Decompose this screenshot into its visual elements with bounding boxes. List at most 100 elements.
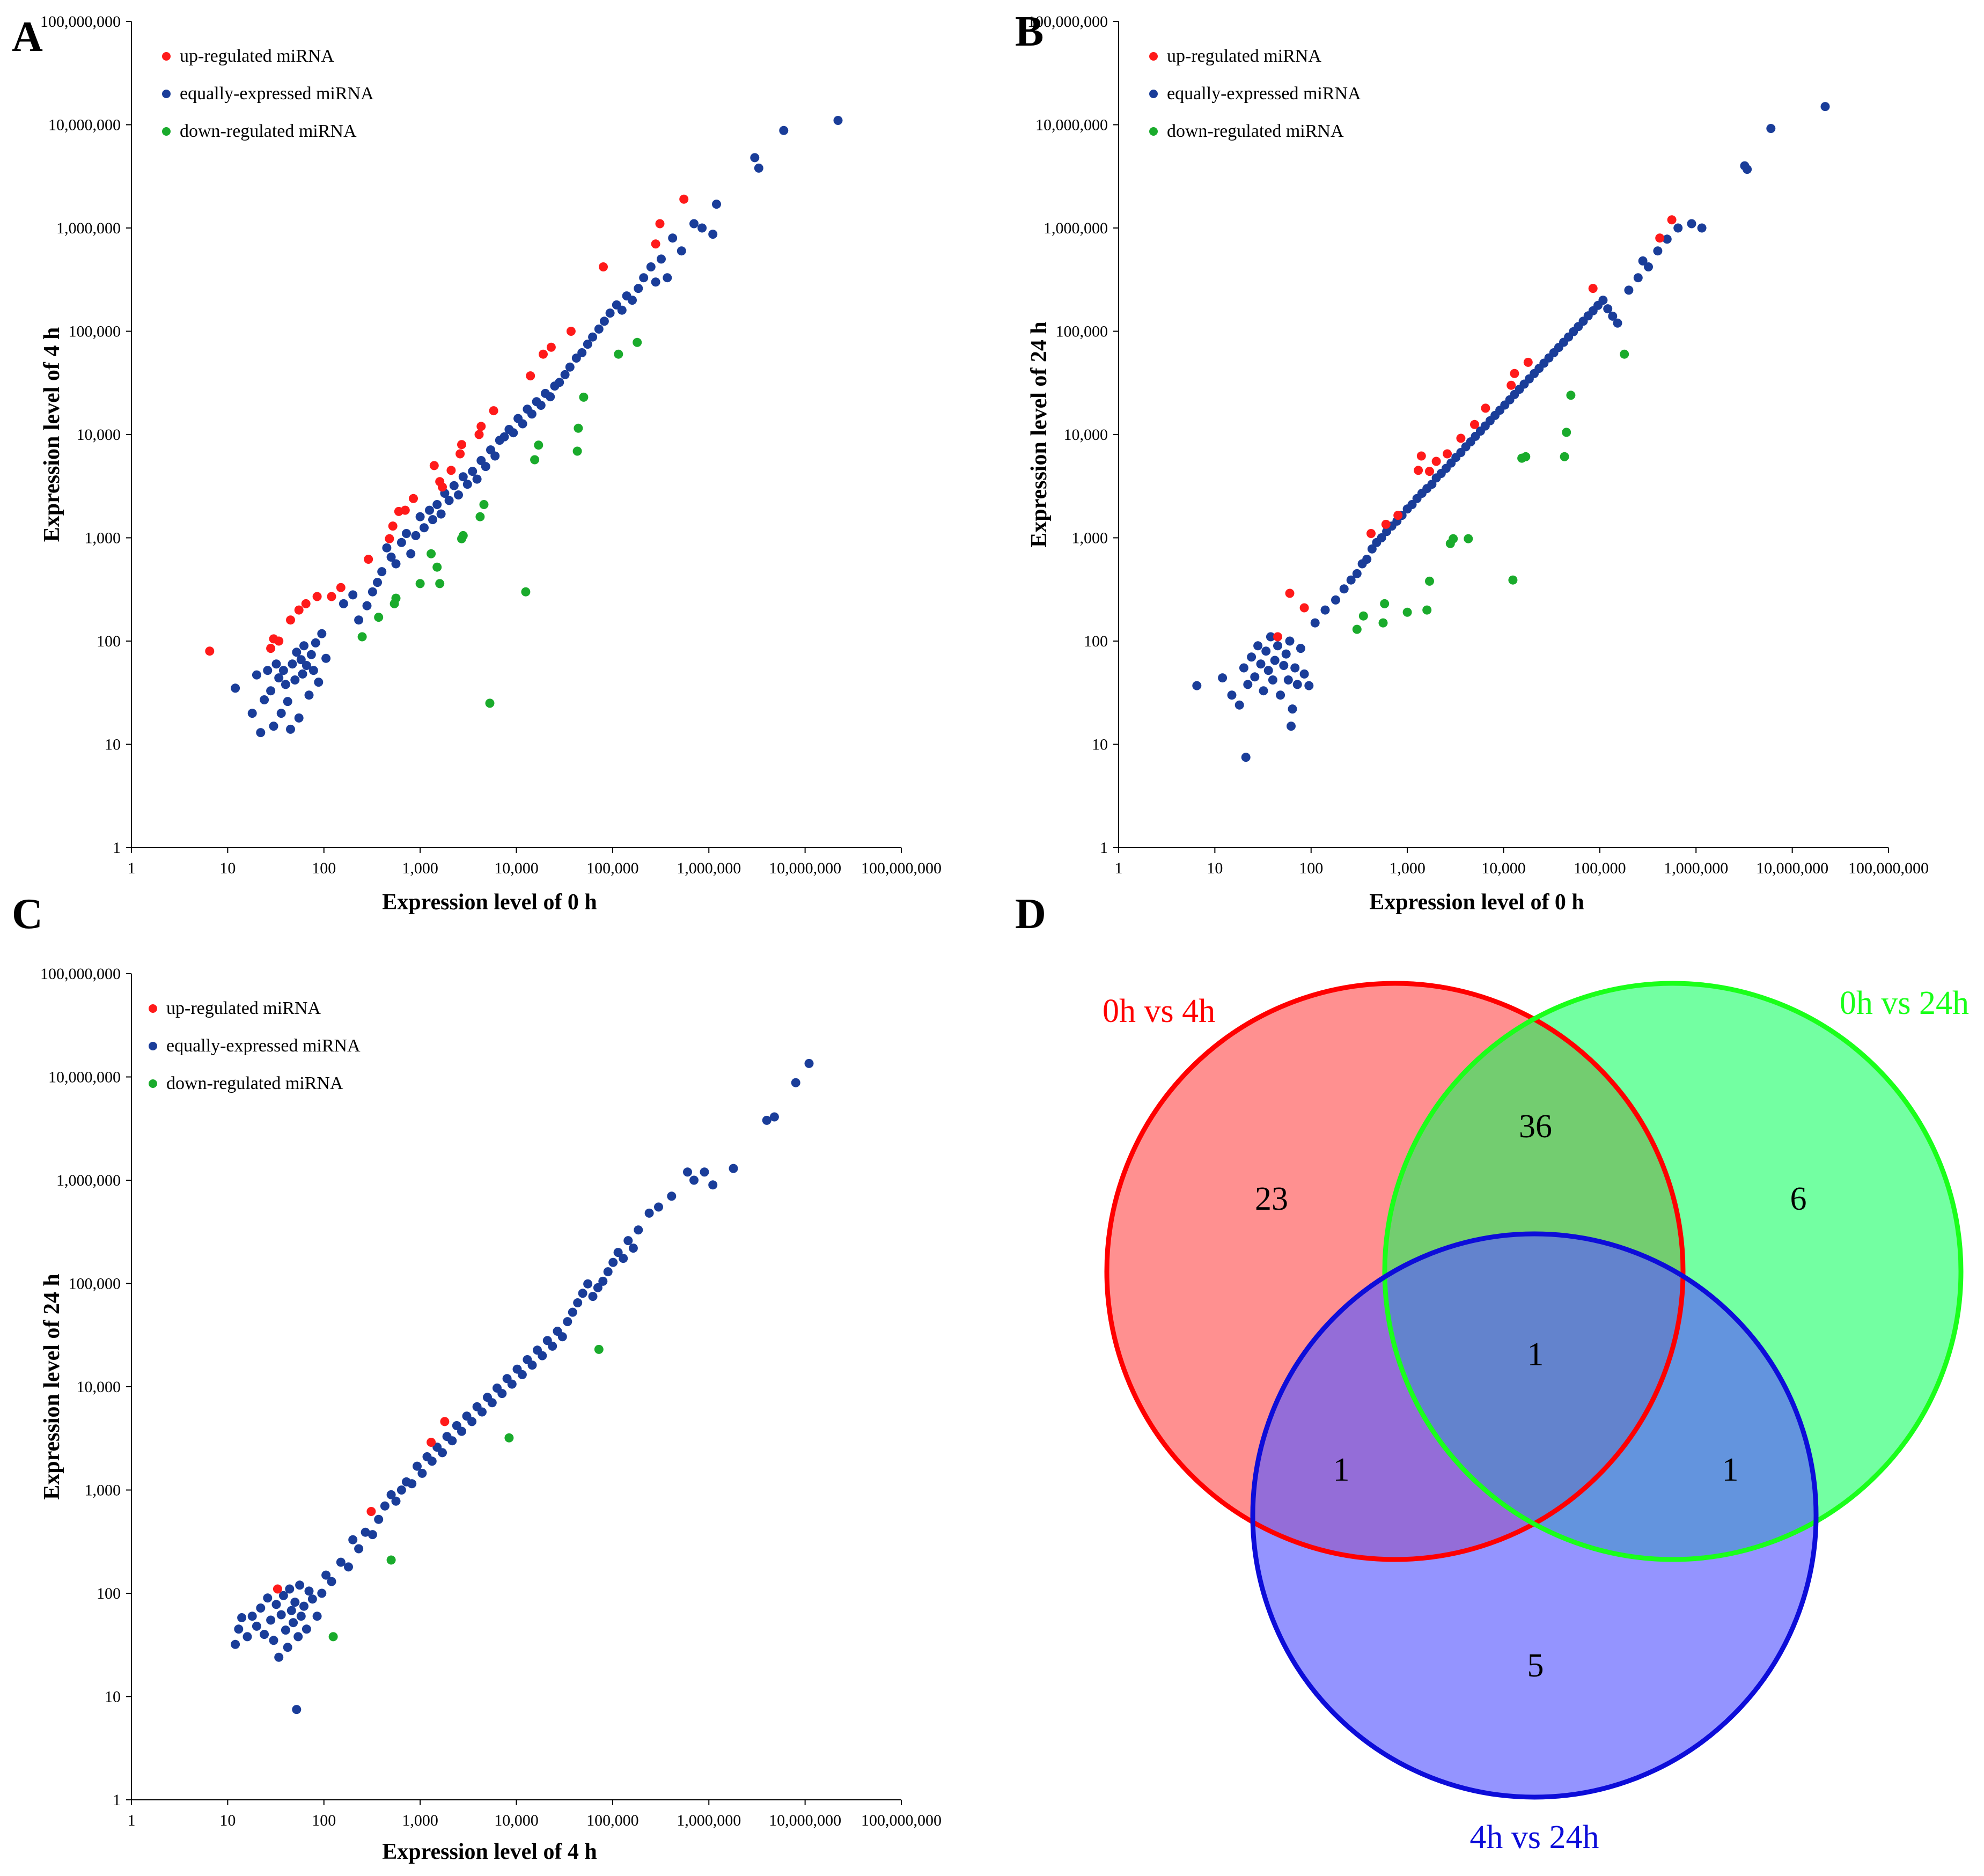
data-point [407,1479,417,1489]
data-point [339,599,348,608]
series-up-regulated [1273,215,1677,642]
data-point [1243,680,1253,689]
data-point [357,632,367,642]
data-point [555,378,564,387]
data-point [1358,611,1368,621]
data-point [366,1507,376,1516]
legend-marker [162,127,171,136]
y-axis-title: Expression level of 4 h [40,327,64,542]
data-point [534,440,543,450]
data-point [274,1652,284,1662]
data-point [1414,466,1423,475]
data-point [386,1490,396,1499]
data-point [1273,641,1282,651]
data-point [1608,311,1618,321]
data-point [557,1332,567,1342]
data-point [396,538,406,547]
data-point [364,555,373,564]
data-point [1270,656,1280,665]
legend-marker [162,90,171,98]
data-point [689,1175,699,1185]
data-point [1380,599,1390,608]
data-point [668,233,678,243]
data-point [299,1601,308,1611]
data-point [306,650,316,659]
data-point [231,683,240,693]
y-tick-label: 10 [105,736,121,754]
x-tick-label: 10 [1207,859,1223,877]
series-down-regulated [328,1344,604,1642]
data-point [427,549,436,558]
data-point [663,273,672,283]
data-point [560,370,570,379]
data-point [321,653,331,663]
data-point [536,401,546,410]
data-point [281,680,290,689]
data-point [289,1618,298,1628]
x-tick-label: 10,000,000 [769,1812,841,1829]
data-point [613,1248,623,1257]
data-point [588,332,598,342]
data-point [308,666,318,675]
x-tick-label: 100 [312,1812,336,1829]
x-tick-label: 10 [219,859,236,877]
venn-label-4h-vs-24h: 4h vs 24h [1469,1819,1599,1856]
y-tick-label: 100 [1084,632,1108,650]
x-tick-label: 1,000 [1389,859,1425,877]
data-point [247,1612,257,1621]
data-point [527,1360,537,1370]
y-tick-label: 1,000 [85,1482,121,1499]
y-axis-title: Expression level of 24 h [40,1274,64,1500]
x-tick-label: 100,000 [586,1812,639,1829]
data-point [507,1379,517,1389]
data-point [1431,457,1441,466]
data-point [274,673,284,683]
data-point [754,163,763,173]
data-point [409,494,418,503]
data-point [599,317,609,326]
x-tick-label: 100,000 [586,859,639,877]
data-point [683,1167,692,1177]
data-point [302,1624,311,1634]
venn-outline-0h-vs-4h [1104,981,1686,1562]
venn-count-0h24h-4h24h: 1 [1722,1452,1739,1488]
data-point [361,1527,370,1537]
data-point [1638,256,1648,266]
y-tick-label: 1 [113,839,121,857]
y-tick-label: 10,000 [77,1378,121,1396]
data-point [1250,672,1260,682]
data-point [769,1112,779,1122]
y-tick-label: 1,000,000 [56,1172,121,1189]
data-point [1352,624,1362,634]
y-tick-label: 1,000 [85,529,121,547]
data-point [458,472,468,482]
data-point [449,481,459,490]
data-point [593,1283,602,1292]
y-tick-label: 100,000 [1056,323,1108,341]
data-point [283,1643,292,1652]
data-point [304,690,314,700]
data-point [296,655,306,665]
venn-outline-4h-vs-24h [1250,1231,1819,1800]
data-point [312,592,322,601]
data-point [295,1580,305,1590]
legend-entry: equally-expressed miRNA [1167,84,1361,104]
data-point [266,644,276,653]
data-point [269,722,278,731]
data-point [1566,391,1576,400]
data-point [565,362,575,372]
y-tick-label: 100,000 [69,1275,121,1293]
data-point [281,1625,290,1635]
legend-entry: down-regulated miRNA [180,121,357,141]
data-point [468,467,477,476]
data-point [276,709,286,718]
data-point [1425,576,1434,586]
data-point [1523,357,1533,367]
data-point [276,1610,286,1620]
data-point [247,709,257,718]
data-point [1366,529,1376,538]
data-point [271,1600,281,1609]
data-point [762,1115,771,1125]
scatter-chart-b: 11 10 10 100 100 1,000 1,000 10,000 10,000 100,00… [1027,13,1929,915]
